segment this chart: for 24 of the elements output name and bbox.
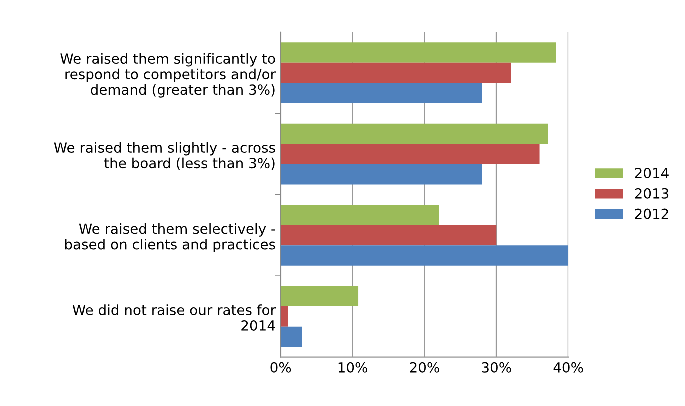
x-tick-label: 30% [482,362,512,373]
legend-label: 2012 [635,208,668,220]
x-tick-label: 0% [270,362,292,373]
bar [280,225,497,246]
bar [280,83,482,104]
bar [280,144,540,164]
bar [280,286,359,307]
bar [280,246,569,266]
legend-label: 2014 [635,168,669,179]
y-tick-label: We raised them significantly to respond to competitors and/or demand (greater than 3%) [60,53,276,98]
x-tick-label: 20% [410,362,440,373]
bar [280,326,302,348]
legend-label: 2013 [635,188,669,199]
bar [280,42,556,63]
bar [280,306,288,327]
bar [280,164,482,185]
y-tick-label: We raised them selectively - based on clients and practices [65,223,276,252]
bar [280,205,440,226]
bar [280,124,548,144]
bar [280,62,512,84]
x-tick-label: 40% [554,362,584,373]
y-tick-label: We did not raise our rates for 2014 [72,304,276,331]
x-tick-label: 10% [338,362,368,373]
y-tick-label: We raised them slightly - across the board (less than 3%) [54,142,276,170]
